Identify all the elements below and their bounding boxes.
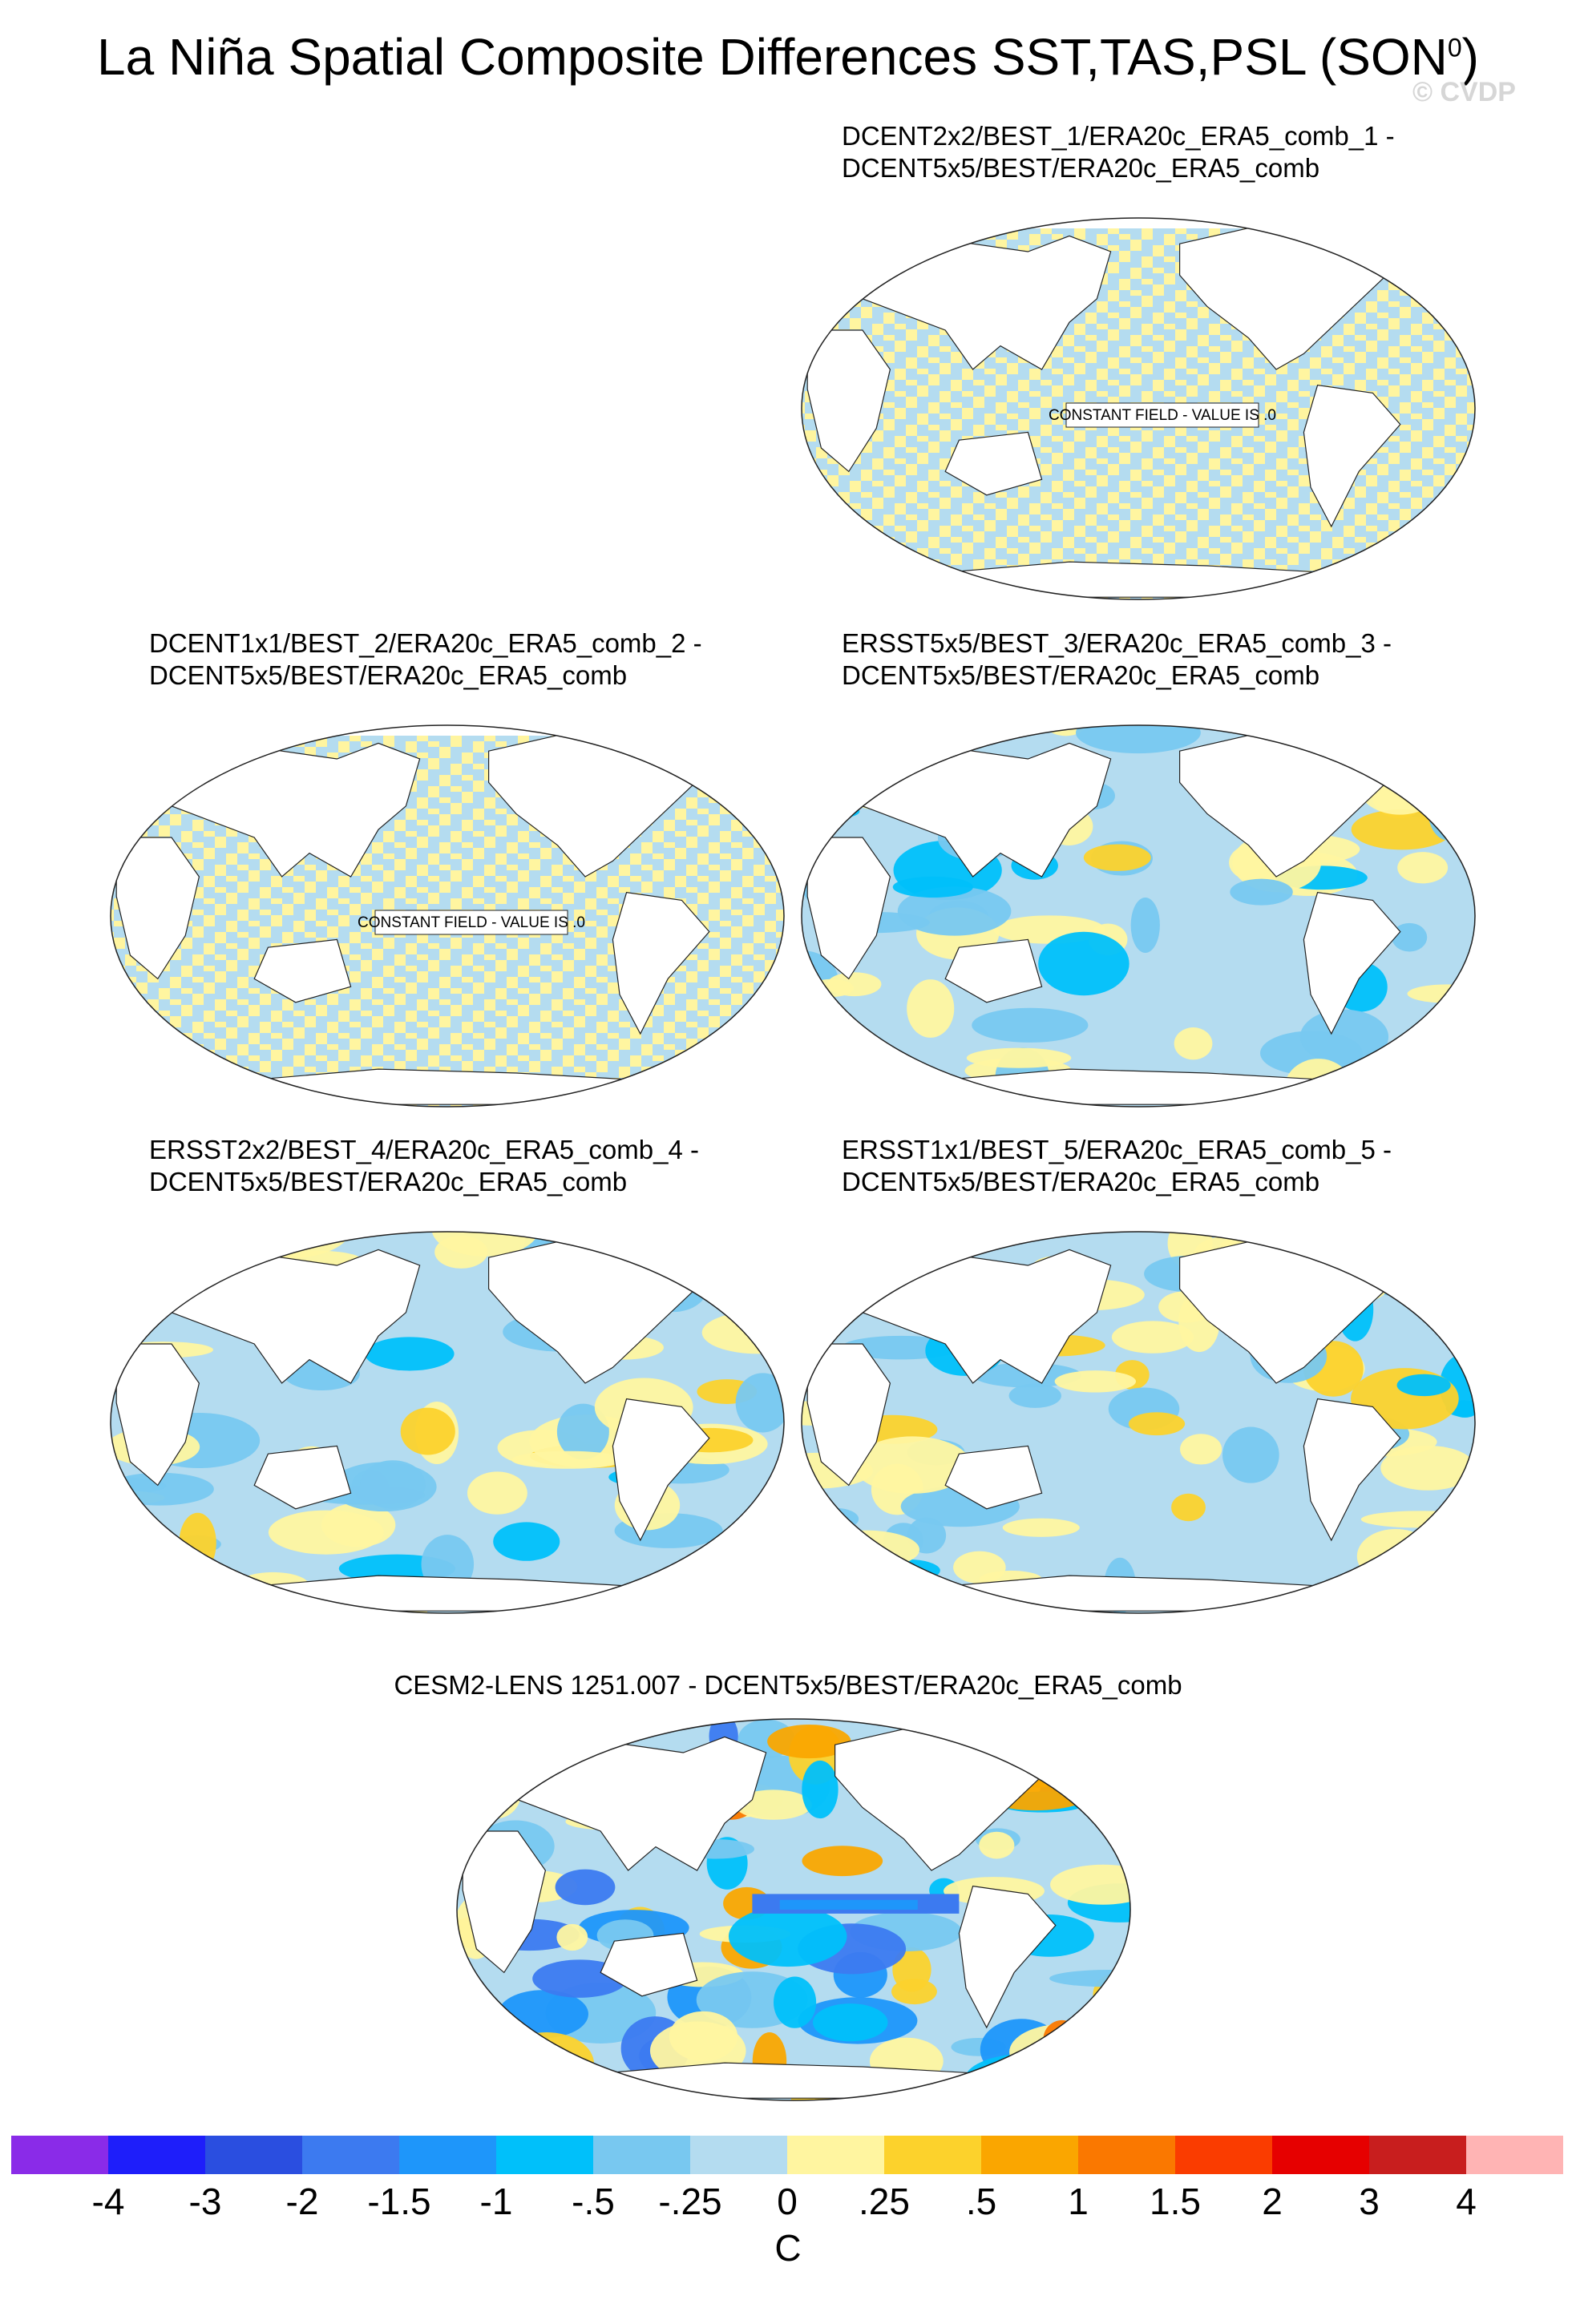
panel-3-label: ERSST5x5/BEST_3/ERA20c_ERA5_comb_3 - DCEN… bbox=[842, 628, 1392, 690]
colorbar-swatch bbox=[11, 2136, 108, 2174]
colorbar-swatch bbox=[690, 2136, 787, 2174]
colorbar-swatch bbox=[496, 2136, 593, 2174]
colorbar-tick-label: -1.5 bbox=[367, 2181, 431, 2222]
colorbar-swatch bbox=[884, 2136, 981, 2174]
colorbar-swatch bbox=[205, 2136, 302, 2174]
panel-5-label: ERSST1x1/BEST_5/ERA20c_ERA5_comb_5 - DCEN… bbox=[842, 1135, 1392, 1196]
panel-2-label: DCENT1x1/BEST_2/ERA20c_ERA5_comb_2 - DCEN… bbox=[149, 628, 702, 690]
colorbar-swatch bbox=[1272, 2136, 1369, 2174]
panel-2-map: CONSTANT FIELD - VALUE IS .0 bbox=[110, 724, 785, 1108]
map-field bbox=[457, 1719, 1130, 2100]
colorbar-swatch bbox=[1466, 2136, 1563, 2174]
colorbar-tick-label: .5 bbox=[965, 2181, 997, 2222]
colorbar-swatch bbox=[108, 2136, 205, 2174]
panel-4-map bbox=[110, 1231, 785, 1614]
constant-field-note: CONSTANT FIELD - VALUE IS .0 bbox=[358, 914, 585, 931]
panel-3-map bbox=[801, 724, 1476, 1108]
constant-field-note: CONSTANT FIELD - VALUE IS .0 bbox=[1049, 407, 1276, 424]
colorbar-tick-label: -.5 bbox=[572, 2181, 615, 2222]
panel-5-map bbox=[801, 1231, 1476, 1614]
cvdp-watermark: © CVDP bbox=[1412, 77, 1516, 107]
map-field bbox=[802, 725, 1475, 1107]
colorbar-swatch bbox=[302, 2136, 399, 2174]
panel-6-label: CESM2-LENS 1251.007 - DCENT5x5/BEST/ERA2… bbox=[394, 1670, 1182, 1700]
colorbar-swatch bbox=[1369, 2136, 1466, 2174]
colorbar-swatch bbox=[399, 2136, 496, 2174]
colorbar-tick-label: .25 bbox=[859, 2181, 910, 2222]
colorbar-tick-label: -3 bbox=[188, 2181, 222, 2222]
map-field bbox=[802, 1232, 1475, 1613]
colorbar-units: C bbox=[774, 2227, 802, 2269]
colorbar-swatch bbox=[1078, 2136, 1175, 2174]
colorbar-tick-label: 2 bbox=[1262, 2181, 1283, 2222]
colorbar-tick-label: 0 bbox=[777, 2181, 798, 2222]
colorbar-ticks: -4 -3 -2 -1.5 -1 -.5 -.25 0 .25 .5 1 1.5 2 3 4 bbox=[11, 2180, 1563, 2228]
colorbar-swatch bbox=[1175, 2136, 1272, 2174]
panel-1-map: CONSTANT FIELD - VALUE IS .0 bbox=[801, 217, 1476, 600]
colorbar-swatch bbox=[981, 2136, 1078, 2174]
colorbar-tick-label: -1 bbox=[479, 2181, 513, 2222]
figure-title: La Niña Spatial Composite Differences SS… bbox=[97, 28, 1479, 86]
colorbar-tick-label: -.25 bbox=[658, 2181, 722, 2222]
colorbar-tick-label: 3 bbox=[1359, 2181, 1380, 2222]
colorbar-tick-label: 4 bbox=[1456, 2181, 1477, 2222]
colorbar-tick-label: 1 bbox=[1068, 2181, 1089, 2222]
panel-4-label: ERSST2x2/BEST_4/ERA20c_ERA5_comb_4 - DCEN… bbox=[149, 1135, 699, 1196]
colorbar-tick-label: 1.5 bbox=[1150, 2181, 1201, 2222]
colorbar-tick-label: -4 bbox=[91, 2181, 125, 2222]
panel-6-map bbox=[456, 1718, 1131, 2101]
panel-1-label: DCENT2x2/BEST_1/ERA20c_ERA5_comb_1 - DCEN… bbox=[842, 121, 1395, 183]
colorbar-swatch bbox=[787, 2136, 884, 2174]
map-field bbox=[111, 1232, 784, 1613]
colorbar-tick-label: -2 bbox=[285, 2181, 319, 2222]
colorbar bbox=[11, 2136, 1563, 2174]
colorbar-swatch bbox=[593, 2136, 690, 2174]
